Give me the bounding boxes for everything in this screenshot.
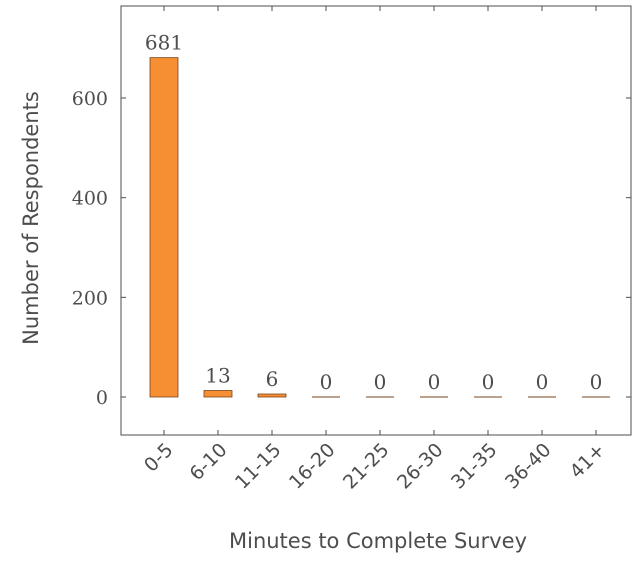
x-tick-label: 11-15 <box>231 439 286 494</box>
x-tick-label: 0-5 <box>140 439 178 477</box>
bar <box>203 390 233 398</box>
data-label: 0 <box>374 370 387 394</box>
y-tick-label: 400 <box>72 188 108 210</box>
x-tick-label: 26-30 <box>393 439 448 494</box>
data-labels: 681 13 6 0 0 0 0 0 0 <box>145 31 602 394</box>
plot-border <box>120 5 632 436</box>
x-tick-label: 6-10 <box>185 439 231 485</box>
data-label: 681 <box>145 31 183 55</box>
data-label: 0 <box>482 370 495 394</box>
data-label: 0 <box>590 370 603 394</box>
bar <box>257 393 287 398</box>
data-label: 6 <box>266 367 279 391</box>
y-axis-label: Number of Respondents <box>19 91 43 345</box>
bar <box>149 57 179 398</box>
x-tick-label: 31-35 <box>447 439 502 494</box>
data-label: 0 <box>428 370 441 394</box>
x-tick-label: 36-40 <box>501 439 556 494</box>
data-label: 0 <box>320 370 333 394</box>
y-tick-label: 600 <box>72 88 108 110</box>
x-tick-label: 41+ <box>566 439 610 483</box>
data-label: 0 <box>536 370 549 394</box>
y-tick-label: 200 <box>72 287 108 309</box>
data-label: 13 <box>205 364 230 388</box>
x-axis-label: Minutes to Complete Survey <box>229 529 527 553</box>
x-tick-label: 21-25 <box>339 439 394 494</box>
y-tick-label: 0 <box>96 387 108 409</box>
axes-frame <box>120 5 632 436</box>
bars <box>149 57 610 398</box>
x-tick-label: 16-20 <box>285 439 340 494</box>
